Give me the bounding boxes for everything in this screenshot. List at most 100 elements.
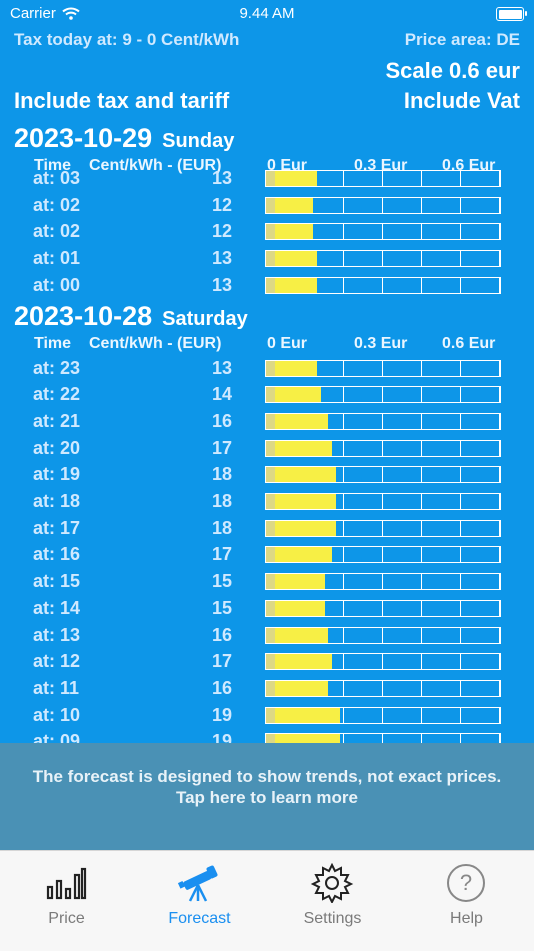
col-cent-label: Cent/kWh - (EUR): [89, 157, 222, 174]
price-row[interactable]: at: 17 18: [0, 515, 534, 541]
tax-segment: [266, 224, 275, 240]
price-fill: [275, 171, 317, 186]
learn-more-link[interactable]: Tap here to learn more: [175, 788, 358, 807]
price-bar: [265, 223, 501, 241]
date-label: 2023-10-28: [14, 300, 153, 331]
carrier-label: Carrier: [10, 5, 56, 22]
price-row[interactable]: at: 22 14: [0, 381, 534, 407]
row-price: 16: [211, 624, 232, 645]
price-fill: [275, 277, 317, 293]
price-row[interactable]: at: 02 12: [0, 218, 534, 244]
row-price: 19: [211, 704, 232, 725]
price-row[interactable]: at: 03 13: [0, 165, 534, 191]
price-row[interactable]: at: 23 13: [0, 355, 534, 381]
tax-segment: [266, 574, 275, 590]
column-header: Time Cent/kWh - (EUR) 0 Eur 0.3 Eur 0.6 Eur: [0, 157, 534, 177]
forecast-list[interactable]: 2023-10-29 Sunday Time Cent/kWh - (EUR) 0 Eu…: [0, 118, 534, 743]
tab-forecast[interactable]: Forecast: [133, 851, 266, 951]
price-row[interactable]: at: 11 16: [0, 675, 534, 701]
price-fill: [275, 520, 337, 536]
battery-icon: [496, 7, 527, 21]
price-row[interactable]: at: 12 17: [0, 648, 534, 674]
tax-segment: [266, 197, 275, 213]
price-row[interactable]: at: 16 17: [0, 541, 534, 567]
price-fill: [275, 224, 313, 240]
tax-segment: [266, 734, 275, 743]
price-bar: [265, 412, 501, 430]
row-time: at: 09: [33, 731, 81, 743]
price-fill: [275, 440, 333, 456]
row-price: 18: [211, 464, 232, 485]
price-row[interactable]: at: 18 18: [0, 488, 534, 514]
tax-segment: [266, 680, 275, 696]
tab-help[interactable]: ? Help: [400, 851, 533, 951]
include-vat-label[interactable]: Include Vat: [403, 88, 520, 113]
tax-today-label: Tax today at: 9 - 0 Cent/kWh: [14, 30, 240, 49]
price-row[interactable]: at: 14 15: [0, 595, 534, 621]
row-time: at: 19: [33, 464, 81, 485]
row-time: at: 14: [33, 597, 81, 618]
date-label: 2023-10-29: [14, 123, 153, 153]
svg-text:?: ?: [460, 870, 472, 895]
price-row[interactable]: at: 09 19: [0, 728, 534, 743]
row-time: at: 12: [33, 651, 81, 672]
price-bar: [265, 386, 501, 404]
tab-price[interactable]: Price: [0, 851, 133, 951]
price-row[interactable]: at: 00 13: [0, 272, 534, 298]
price-bar: [265, 599, 501, 617]
price-bar: [265, 170, 501, 187]
day-date-header: 2023-10-29 Sunday: [14, 123, 234, 154]
telescope-icon: [177, 865, 218, 902]
price-bar: [265, 196, 501, 214]
notice-message: The forecast is designed to show trends,…: [32, 767, 502, 786]
row-time: at: 15: [33, 571, 81, 592]
price-row[interactable]: at: 19 18: [0, 461, 534, 487]
tax-segment: [266, 251, 275, 267]
price-fill: [275, 707, 341, 723]
price-row[interactable]: at: 02 12: [0, 192, 534, 218]
price-row[interactable]: at: 20 17: [0, 435, 534, 461]
row-time: at: 02: [33, 194, 81, 215]
price-area-label[interactable]: Price area: DE: [404, 30, 520, 49]
price-row[interactable]: at: 01 13: [0, 245, 534, 271]
include-tax-label[interactable]: Include tax and tariff: [14, 88, 230, 113]
price-fill: [275, 627, 329, 643]
price-bar: [265, 626, 501, 644]
tax-segment: [266, 494, 275, 509]
scale-max-label: 0.6 Eur: [442, 334, 496, 352]
price-bar: [265, 653, 501, 671]
row-time: at: 01: [33, 248, 81, 269]
price-row[interactable]: at: 10 19: [0, 702, 534, 728]
price-row[interactable]: at: 15 15: [0, 568, 534, 594]
col-cent-label: Cent/kWh - (EUR): [89, 334, 222, 352]
forecast-notice[interactable]: The forecast is designed to show trends,…: [0, 743, 534, 850]
price-row[interactable]: at: 13 16: [0, 622, 534, 648]
tax-segment: [266, 627, 275, 643]
carrier-info: Carrier: [10, 5, 80, 22]
row-price: 18: [211, 517, 232, 538]
scale-label[interactable]: Scale 0.6 eur: [385, 58, 520, 83]
row-time: at: 13: [33, 624, 81, 645]
tax-segment: [266, 171, 275, 186]
tab-bar: Price Forecast Settings ? Help: [0, 850, 534, 951]
tax-segment: [266, 547, 275, 563]
scale-0-label: 0 Eur: [267, 157, 308, 174]
price-fill: [275, 734, 341, 743]
day-date-header: 2023-10-28 Saturday: [14, 301, 248, 332]
price-bar: [265, 439, 501, 457]
price-fill: [275, 494, 337, 509]
row-time: at: 02: [33, 221, 81, 242]
tab-settings[interactable]: Settings: [266, 851, 399, 951]
row-time: at: 00: [33, 274, 81, 295]
price-fill: [275, 547, 333, 563]
tab-settings-label: Settings: [303, 910, 362, 927]
price-row[interactable]: at: 21 16: [0, 408, 534, 434]
price-fill: [275, 600, 325, 616]
status-bar: Carrier 9.44 AM: [0, 0, 534, 28]
bar-chart-icon: [46, 867, 87, 900]
price-bar: [265, 466, 501, 484]
gear-icon: [310, 863, 354, 903]
column-header: Time Cent/kWh - (EUR) 0 Eur 0.3 Eur 0.6 Eur: [0, 335, 534, 355]
row-time: at: 03: [33, 168, 81, 188]
scale-max-label: 0.6 Eur: [442, 157, 496, 174]
